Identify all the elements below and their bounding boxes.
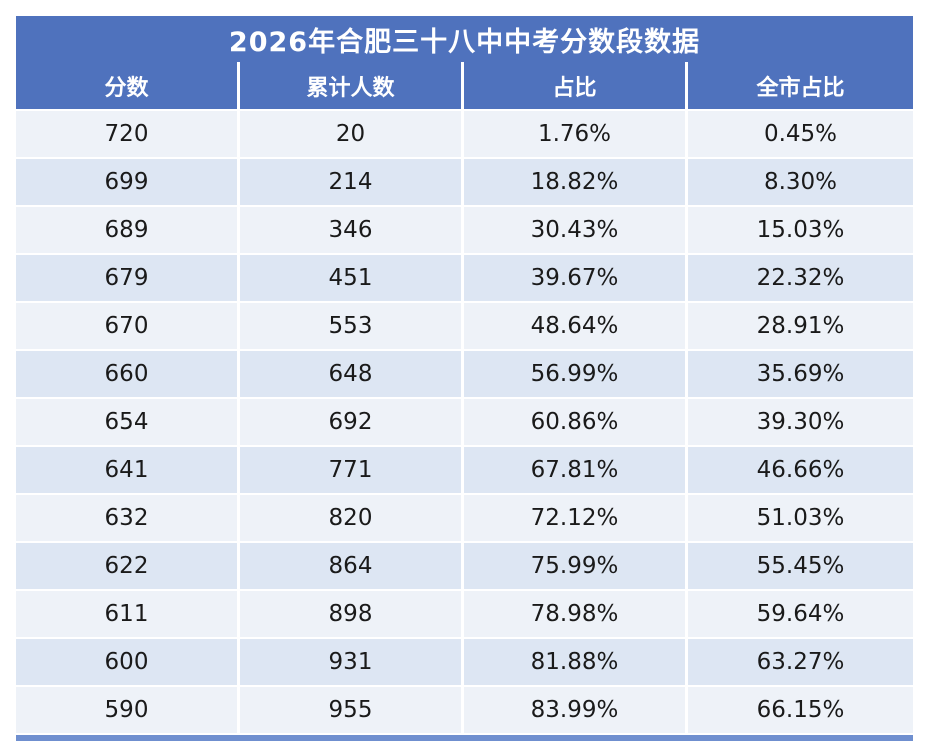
cell-score: 590 bbox=[16, 687, 240, 733]
cell-ratio: 30.43% bbox=[464, 207, 688, 253]
cell-ratio: 56.99% bbox=[464, 351, 688, 397]
cell-score: 622 bbox=[16, 543, 240, 589]
cell-ratio: 72.12% bbox=[464, 495, 688, 541]
table-title: 2026年合肥三十八中中考分数段数据 bbox=[16, 16, 913, 62]
table-row: 660 648 56.99% 35.69% bbox=[16, 351, 913, 399]
cell-ratio: 39.67% bbox=[464, 255, 688, 301]
cell-city-ratio: 59.64% bbox=[756, 601, 845, 627]
cell-cumulative-count: 692 bbox=[240, 399, 464, 445]
cell-ratio: 48.64% bbox=[464, 303, 688, 349]
column-header-cumulative-count: 累计人数 bbox=[240, 62, 464, 109]
column-header-city-ratio: 全市占比 bbox=[756, 75, 845, 101]
cell-city-ratio: 51.03% bbox=[756, 505, 845, 531]
cell-score: 600 bbox=[16, 639, 240, 685]
cell-city-ratio: 55.45% bbox=[756, 553, 845, 579]
cell-city-ratio: 66.15% bbox=[756, 697, 845, 723]
cell-ratio: 81.88% bbox=[464, 639, 688, 685]
table-row: 622 864 75.99% 55.45% bbox=[16, 543, 913, 591]
cell-cumulative-count: 955 bbox=[240, 687, 464, 733]
column-header-ratio: 占比 bbox=[464, 62, 688, 109]
table-row: 699 214 18.82% 8.30% bbox=[16, 159, 913, 207]
cell-city-ratio: 46.66% bbox=[756, 457, 845, 483]
cell-cumulative-count: 771 bbox=[240, 447, 464, 493]
cell-city-ratio: 0.45% bbox=[763, 121, 838, 147]
cell-cumulative-count: 20 bbox=[240, 111, 464, 157]
table-header-row: 分数 累计人数 占比 全市占比 bbox=[16, 62, 913, 111]
table-row: 679 451 39.67% 22.32% bbox=[16, 255, 913, 303]
table-body: 720 20 1.76% 0.45% 699 214 18.82% 8.30% 689 346 30… bbox=[16, 111, 913, 735]
cell-cumulative-count: 346 bbox=[240, 207, 464, 253]
cell-ratio: 67.81% bbox=[464, 447, 688, 493]
cell-cumulative-count: 931 bbox=[240, 639, 464, 685]
cell-city-ratio: 28.91% bbox=[756, 313, 845, 339]
cell-city-ratio: 15.03% bbox=[756, 217, 845, 243]
cell-city-ratio: 63.27% bbox=[756, 649, 845, 675]
cell-cumulative-count: 451 bbox=[240, 255, 464, 301]
cell-score: 699 bbox=[16, 159, 240, 205]
cell-city-ratio: 35.69% bbox=[756, 361, 845, 387]
table-row: 611 898 78.98% 59.64% bbox=[16, 591, 913, 639]
cell-cumulative-count: 553 bbox=[240, 303, 464, 349]
cell-score: 611 bbox=[16, 591, 240, 637]
cell-cumulative-count: 214 bbox=[240, 159, 464, 205]
cell-ratio: 83.99% bbox=[464, 687, 688, 733]
table-row: 641 771 67.81% 46.66% bbox=[16, 447, 913, 495]
cell-score: 654 bbox=[16, 399, 240, 445]
table-row: 632 820 72.12% 51.03% bbox=[16, 495, 913, 543]
cell-score: 720 bbox=[16, 111, 240, 157]
cell-score: 641 bbox=[16, 447, 240, 493]
table-bottom-border bbox=[16, 735, 913, 741]
table-row: 689 346 30.43% 15.03% bbox=[16, 207, 913, 255]
cell-ratio: 18.82% bbox=[464, 159, 688, 205]
cell-ratio: 75.99% bbox=[464, 543, 688, 589]
table-row: 654 692 60.86% 39.30% bbox=[16, 399, 913, 447]
cell-city-ratio: 22.32% bbox=[756, 265, 845, 291]
cell-ratio: 60.86% bbox=[464, 399, 688, 445]
score-table: 2026年合肥三十八中中考分数段数据 分数 累计人数 占比 全市占比 720 20… bbox=[16, 16, 913, 741]
cell-cumulative-count: 864 bbox=[240, 543, 464, 589]
table-row: 720 20 1.76% 0.45% bbox=[16, 111, 913, 159]
cell-score: 670 bbox=[16, 303, 240, 349]
cell-ratio: 78.98% bbox=[464, 591, 688, 637]
table-row: 670 553 48.64% 28.91% bbox=[16, 303, 913, 351]
cell-city-ratio: 39.30% bbox=[756, 409, 845, 435]
cell-score: 660 bbox=[16, 351, 240, 397]
cell-score: 689 bbox=[16, 207, 240, 253]
cell-city-ratio: 8.30% bbox=[763, 169, 838, 195]
cell-score: 632 bbox=[16, 495, 240, 541]
table-row: 590 955 83.99% 66.15% bbox=[16, 687, 913, 735]
cell-score: 679 bbox=[16, 255, 240, 301]
table-row: 600 931 81.88% 63.27% bbox=[16, 639, 913, 687]
cell-ratio: 1.76% bbox=[464, 111, 688, 157]
cell-cumulative-count: 648 bbox=[240, 351, 464, 397]
column-header-score: 分数 bbox=[16, 62, 240, 109]
cell-cumulative-count: 820 bbox=[240, 495, 464, 541]
cell-cumulative-count: 898 bbox=[240, 591, 464, 637]
